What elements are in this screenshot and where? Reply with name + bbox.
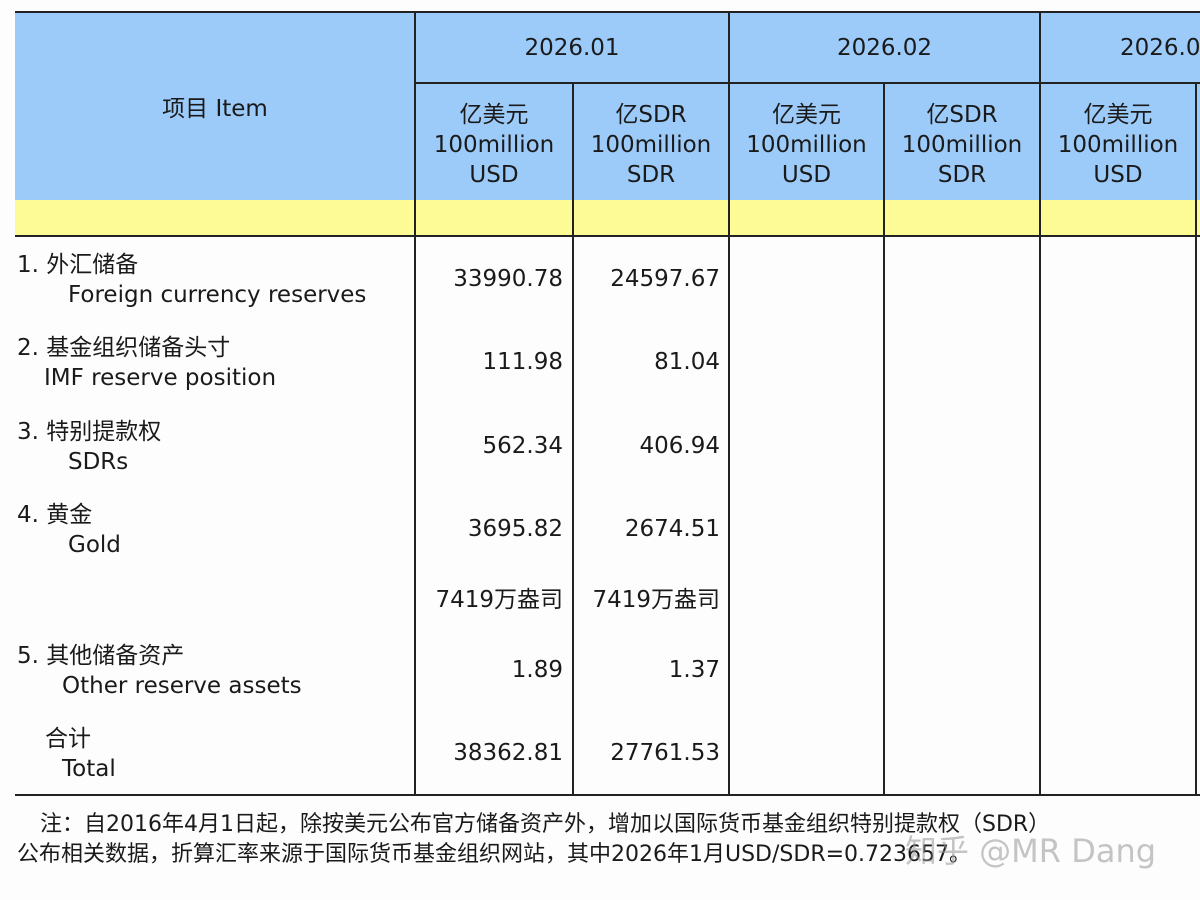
item-header: 项目 Item (162, 96, 268, 122)
value-sdr: 7419万盎司 (592, 587, 720, 613)
row-label-en: Gold (68, 532, 121, 558)
note-line-2: 公布相关数据，折算汇率来源于国际货币基金组织网站，其中2026年1月USD/SD… (17, 842, 972, 867)
value-usd: 111.98 (482, 349, 563, 375)
unit-header-usd: 亿美元 100million USD (1040, 100, 1196, 190)
value-sdr: 81.04 (654, 349, 720, 375)
period-header: 2026.01 (524, 35, 620, 61)
row-label-zh: 4. 黄金 (17, 502, 93, 528)
unit-label: 亿美元 (772, 102, 841, 128)
value-usd: 3695.82 (467, 516, 563, 542)
row-label-zh: 1. 外汇储备 (17, 252, 139, 278)
header-stripe (15, 200, 1200, 235)
row-label-en: Foreign currency reserves (68, 282, 367, 308)
value-sdr: 2674.51 (624, 516, 720, 542)
row-label-en: Other reserve assets (62, 673, 302, 699)
unit-label: 亿SDR (615, 102, 687, 128)
row-label-zh: 5. 其他储备资产 (17, 643, 185, 669)
unit-label: 100million (433, 132, 555, 158)
note-line-1: 注：自2016年4月1日起，除按美元公布官方储备资产外，增加以国际货币基金组织特… (40, 812, 1051, 837)
period-header: 2026.03 (1120, 35, 1200, 61)
value-sdr: 406.94 (639, 433, 720, 459)
value-usd: 38362.81 (453, 740, 563, 766)
value-sdr: 27761.53 (610, 740, 720, 766)
unit-label: USD (469, 162, 519, 188)
unit-label: 100million (901, 132, 1023, 158)
watermark: 知乎 @MR Dang (905, 832, 1157, 870)
row-label-zh: 3. 特别提款权 (17, 419, 162, 445)
row-label-zh: 2. 基金组织储备头寸 (17, 335, 231, 361)
value-usd: 562.34 (482, 433, 563, 459)
unit-label: 100million (590, 132, 712, 158)
row-label-en: SDRs (68, 449, 129, 475)
value-sdr: 24597.67 (610, 266, 720, 292)
unit-label: 100million (746, 132, 867, 158)
unit-label: 亿美元 (1083, 102, 1153, 128)
value-usd: 33990.78 (453, 266, 563, 292)
unit-label: USD (781, 162, 832, 188)
row-label-en: Total (62, 756, 116, 782)
row-label-zh: 合计 (45, 726, 91, 752)
period-header: 2026.02 (836, 35, 933, 61)
table-header (15, 12, 1200, 200)
unit-header-usd: 亿美元 100million USD (415, 100, 573, 190)
row-label-en: IMF reserve position (44, 365, 277, 391)
unit-header-usd: 亿美元 100million USD (729, 100, 884, 190)
value-sdr: 1.37 (668, 657, 720, 683)
unit-label: USD (1093, 162, 1143, 188)
unit-label: 亿美元 (459, 102, 529, 128)
unit-header-sdr: 亿SDR 100million SDR (573, 100, 729, 190)
unit-header-sdr: 亿SDR 100million SDR (884, 100, 1040, 190)
value-usd: 7419万盎司 (435, 587, 563, 613)
unit-label: 100million (1057, 132, 1179, 158)
unit-label: 亿SDR (926, 102, 998, 128)
unit-label: SDR (937, 162, 987, 188)
value-usd: 1.89 (511, 657, 563, 683)
unit-label: SDR (626, 162, 676, 188)
